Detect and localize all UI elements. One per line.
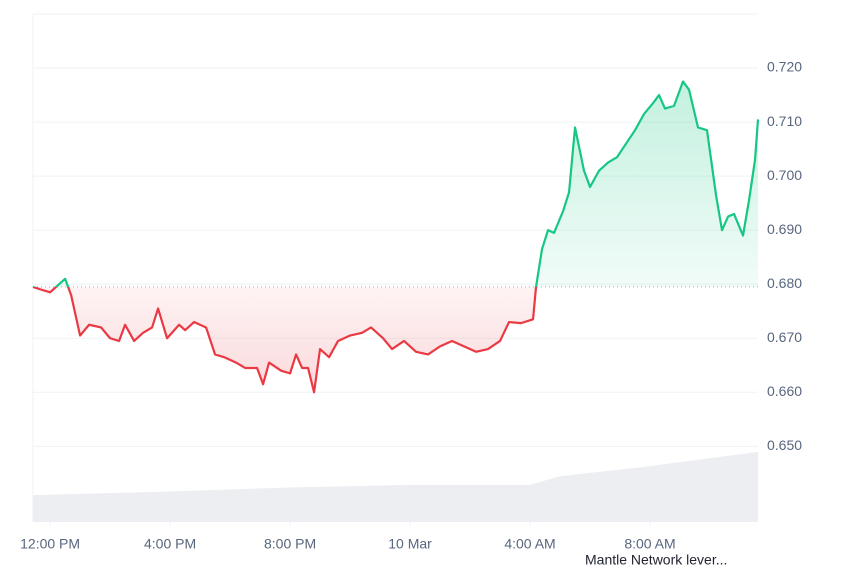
y-tick-label: 0.650 — [767, 437, 802, 453]
y-tick-label: 0.720 — [767, 59, 802, 75]
x-tick-label: 10 Mar — [388, 536, 432, 552]
area — [33, 81, 758, 393]
y-tick-label: 0.690 — [767, 221, 802, 237]
x-tick-label: 8:00 PM — [264, 536, 316, 552]
y-tick-label: 0.670 — [767, 329, 802, 345]
y-tick-label: 0.680 — [767, 275, 802, 291]
y-tick-label: 0.700 — [767, 167, 802, 183]
x-tick-label: 4:00 PM — [144, 536, 196, 552]
legend-label: Mantle Network lever... — [585, 552, 727, 567]
x-tick-label: 12:00 PM — [20, 536, 80, 552]
volume-area — [33, 451, 758, 522]
x-tick-label: 4:00 AM — [504, 536, 555, 552]
price-line — [32, 80, 760, 394]
y-tick-label: 0.660 — [767, 383, 802, 399]
y-tick-label: 0.710 — [767, 113, 802, 129]
x-tick-label: 8:00 AM — [624, 536, 675, 552]
